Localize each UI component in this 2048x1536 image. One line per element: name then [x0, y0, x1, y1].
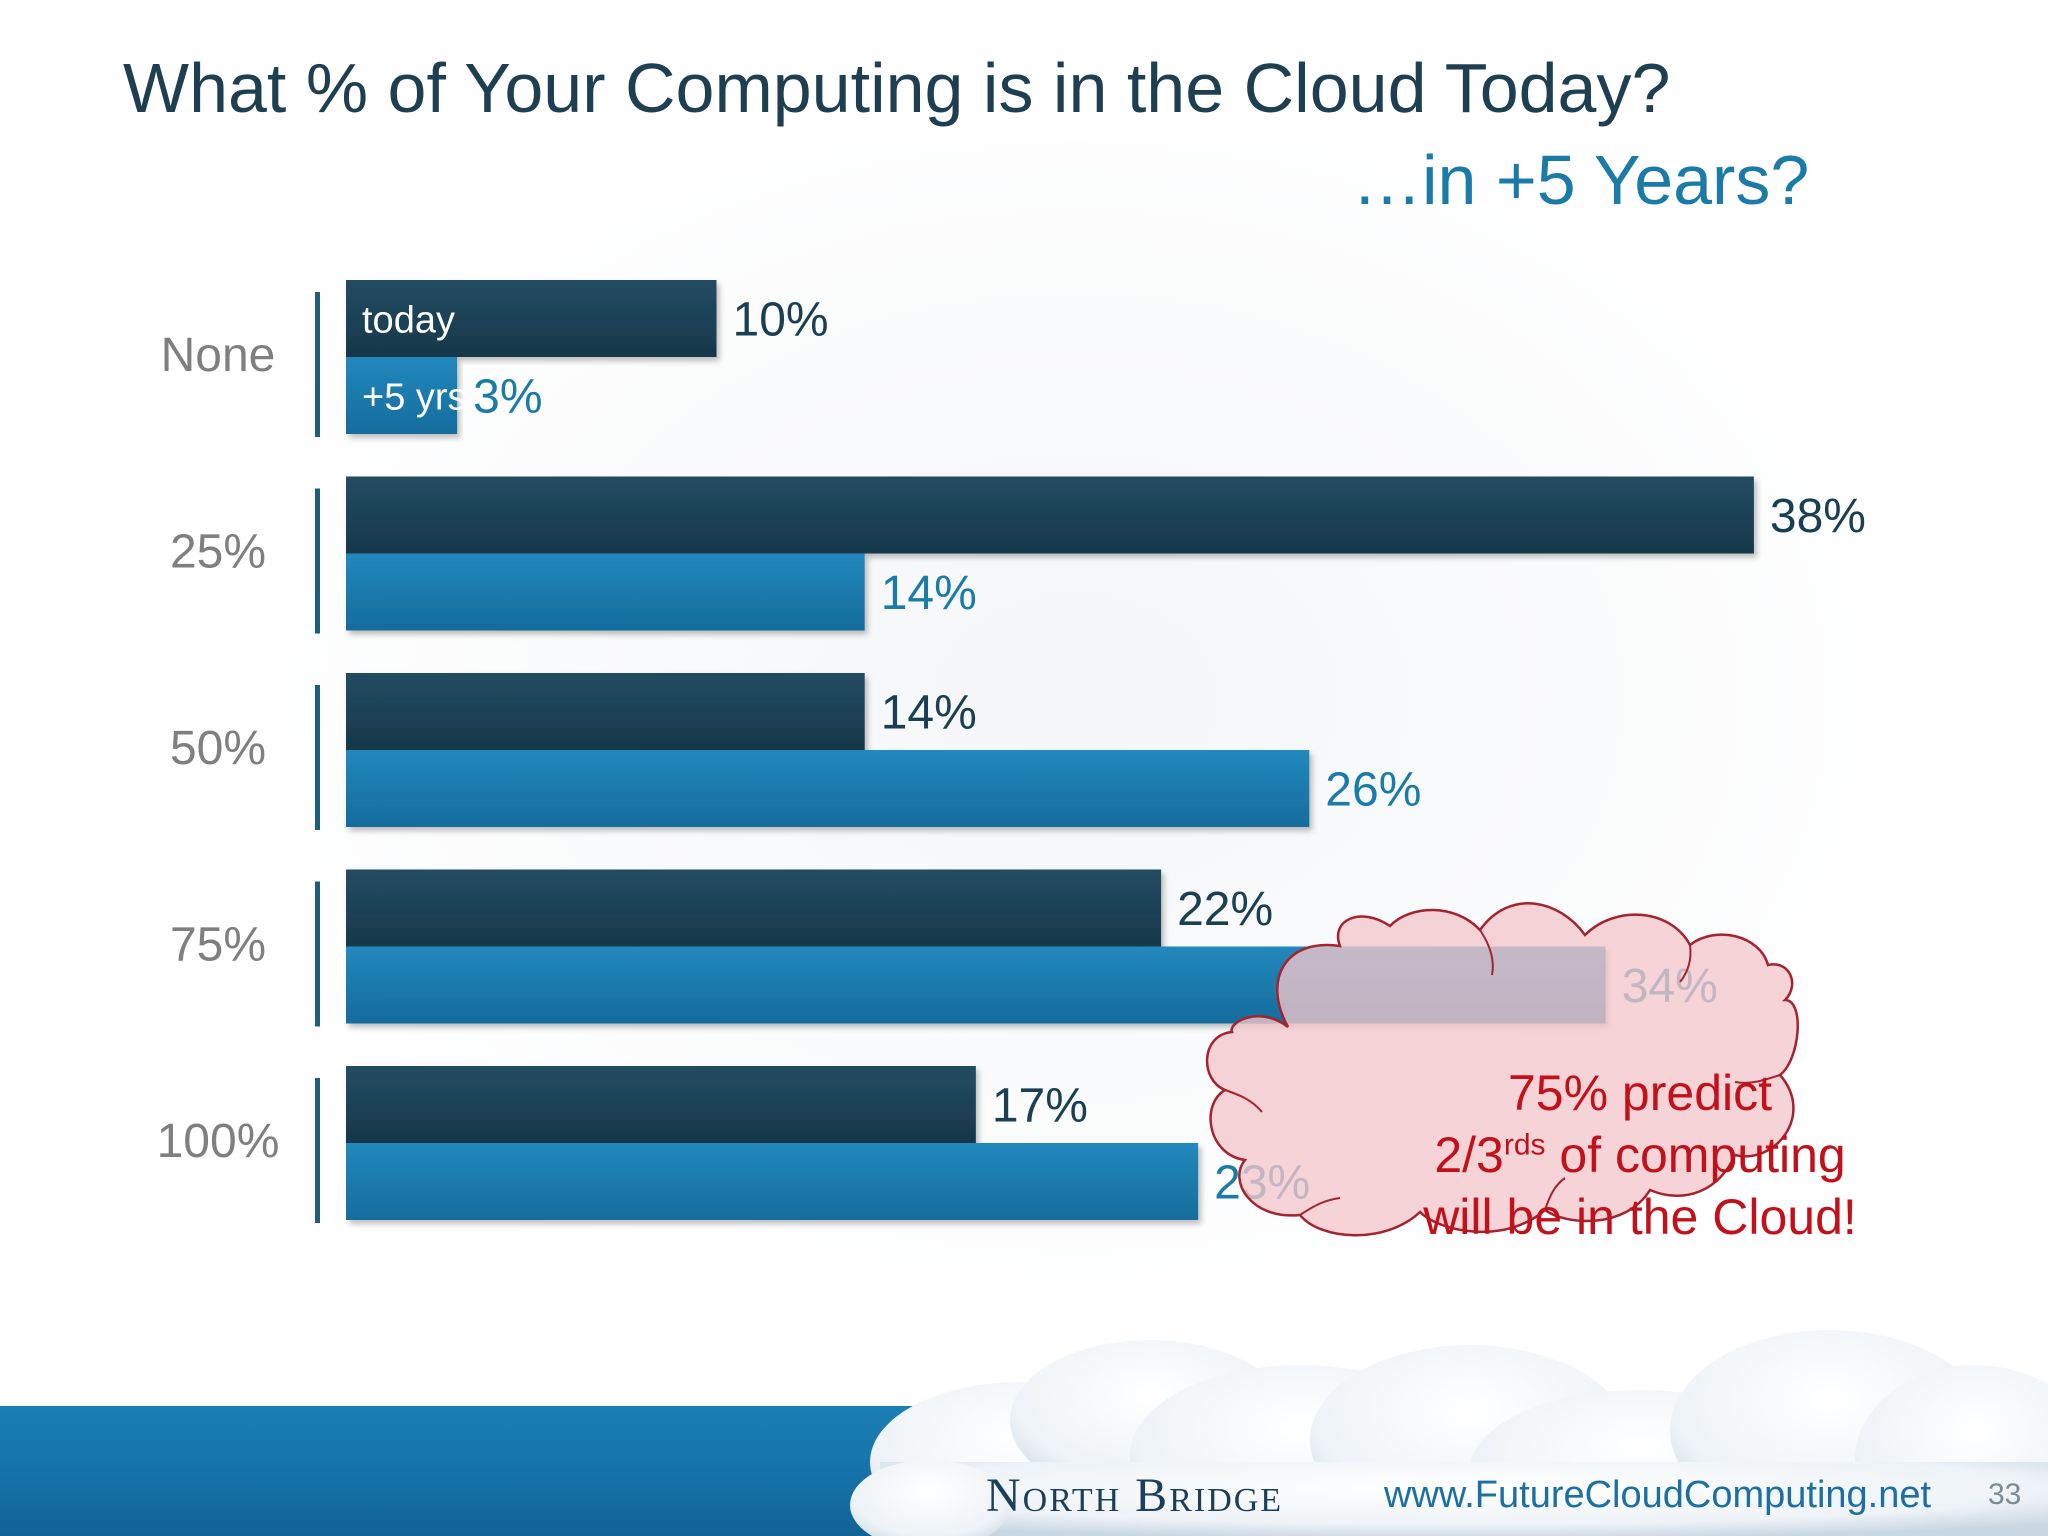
bar-plus5: [346, 1143, 1199, 1220]
data-label: 17%: [992, 1080, 1088, 1133]
category-label: 75%: [170, 919, 266, 972]
category-label: None: [161, 329, 276, 382]
callout-text: 75% predict 2/3rds of computing will be …: [1380, 1062, 1900, 1248]
axis-tick: [315, 488, 320, 634]
brand-logo-text: North Bridge: [986, 1469, 1284, 1522]
bar-today: [346, 673, 865, 750]
category-label: 100%: [157, 1115, 280, 1168]
callout-line-1: 75% predict: [1507, 1065, 1773, 1121]
bar-plus5: [346, 357, 458, 434]
axis-tick: [315, 685, 320, 830]
bar-plus5: [346, 750, 1310, 827]
callout-line-2-prefix: 2/3: [1434, 1127, 1504, 1183]
data-label: 14%: [881, 567, 977, 620]
data-label: 14%: [881, 687, 977, 740]
page-number: 33: [1988, 1478, 2022, 1511]
callout-line-2-suffix: of computing: [1545, 1127, 1846, 1183]
data-label: 3%: [473, 371, 542, 424]
category-label: 25%: [170, 526, 266, 579]
bar-today: [346, 280, 717, 357]
data-label: 22%: [1177, 883, 1273, 936]
series-label: today: [362, 300, 455, 342]
bar-today: [346, 476, 1754, 554]
category-label: 50%: [170, 722, 266, 775]
axis-tick: [315, 292, 320, 437]
callout-line-2: 2/3rds of computing: [1380, 1124, 1900, 1186]
slide-title: What % of Your Computing is in the Cloud…: [123, 49, 1671, 127]
slide-subtitle: …in +5 Years?: [1352, 141, 1810, 219]
axis-tick: [315, 1078, 320, 1223]
footer-url[interactable]: www.FutureCloudComputing.net: [1384, 1474, 1932, 1516]
callout-line-3: will be in the Cloud!: [1423, 1189, 1857, 1245]
axis-tick: [315, 881, 320, 1027]
bar-today: [346, 1066, 976, 1143]
callout-line-2-sup: rds: [1503, 1128, 1546, 1162]
bar-plus5: [346, 553, 865, 631]
data-label: 10%: [733, 294, 829, 347]
data-label: 26%: [1325, 764, 1421, 817]
data-label: 38%: [1770, 490, 1866, 543]
series-label: +5 yrs: [362, 377, 467, 419]
bar-today: [346, 869, 1162, 947]
